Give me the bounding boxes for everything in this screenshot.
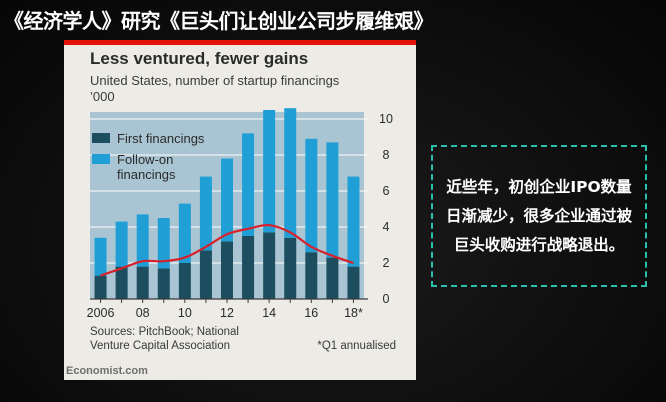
legend-swatch-follow-on [92, 154, 110, 164]
trend-line [100, 224, 354, 277]
economist-red-rule [64, 40, 416, 45]
bar-first-financings [115, 266, 128, 299]
bar-follow-on-financings [221, 158, 233, 242]
bar-follow-on-financings [263, 110, 276, 233]
bar-first-financings [199, 250, 212, 299]
callout-text: 近些年，初创企业IPO数量日渐减少，很多企业通过被巨头收购进行战略退出。 [445, 177, 632, 254]
x-tick-label: 10 [178, 306, 192, 320]
y-tick-label: 10 [379, 112, 393, 126]
bar-follow-on-financings [347, 176, 360, 267]
bar-follow-on-financings [199, 176, 212, 251]
bar-follow-on-financings [305, 138, 318, 253]
x-tick-label: 14 [262, 306, 276, 320]
x-tick-label: 12 [220, 306, 234, 320]
bar-first-financings [94, 275, 107, 299]
callout-box: 近些年，初创企业IPO数量日渐减少，很多企业通过被巨头收购进行战略退出。 [431, 145, 647, 287]
bar-follow-on-financings [136, 214, 149, 267]
bar-follow-on-financings [242, 133, 255, 236]
chart-card: Less ventured, fewer gains United States… [64, 40, 416, 380]
bar-first-financings [136, 266, 149, 299]
bar-first-financings [242, 236, 255, 299]
bar-follow-on-financings [178, 203, 191, 263]
y-tick-label: 0 [383, 292, 390, 306]
chart-unit: ’000 [90, 89, 115, 104]
chart-footnote: *Q1 annualised [317, 340, 396, 352]
bar-first-financings [263, 232, 276, 299]
chart-plot: 0 2 4 6 8 10 2006 08 10 12 14 16 18* First financings… [87, 108, 393, 320]
economist-brand: Economist.com [66, 365, 148, 377]
bar-first-financings [284, 237, 297, 299]
x-tick-label: 08 [136, 306, 150, 320]
bar-first-financings [157, 268, 170, 299]
bar-follow-on-financings [94, 237, 107, 276]
bar-first-financings [178, 263, 191, 299]
y-tick-label: 4 [383, 220, 390, 234]
slide-title: 《经济学人》研究《巨头们让创业公司步履维艰》 [4, 9, 434, 33]
chart-title: Less ventured, fewer gains [90, 49, 309, 68]
bar-first-financings [347, 266, 360, 299]
y-tick-label: 6 [383, 184, 390, 198]
y-tick-label: 2 [383, 256, 390, 270]
bar-first-financings [305, 252, 318, 299]
y-tick-label: 8 [383, 148, 390, 162]
bar-follow-on-financings [284, 108, 297, 238]
x-tick-label: 2006 [87, 306, 115, 320]
bar-first-financings [221, 241, 233, 299]
bar-follow-on-financings [115, 221, 128, 267]
source-line-1: Sources: PitchBook; National [90, 326, 239, 338]
bar-follow-on-financings [326, 142, 339, 258]
legend-label-follow-on: financings [117, 167, 176, 182]
source-line-2: Venture Capital Association [90, 340, 231, 352]
chart-subtitle: United States, number of startup financi… [90, 73, 340, 88]
legend-label-first: First financings [117, 131, 205, 146]
bar-follow-on-financings [157, 218, 170, 269]
x-tick-label: 16 [304, 306, 318, 320]
legend-swatch-first [92, 133, 110, 143]
x-tick-label: 18* [344, 306, 363, 320]
bar-first-financings [326, 257, 339, 299]
legend-label-follow-on: Follow-on [117, 152, 173, 167]
